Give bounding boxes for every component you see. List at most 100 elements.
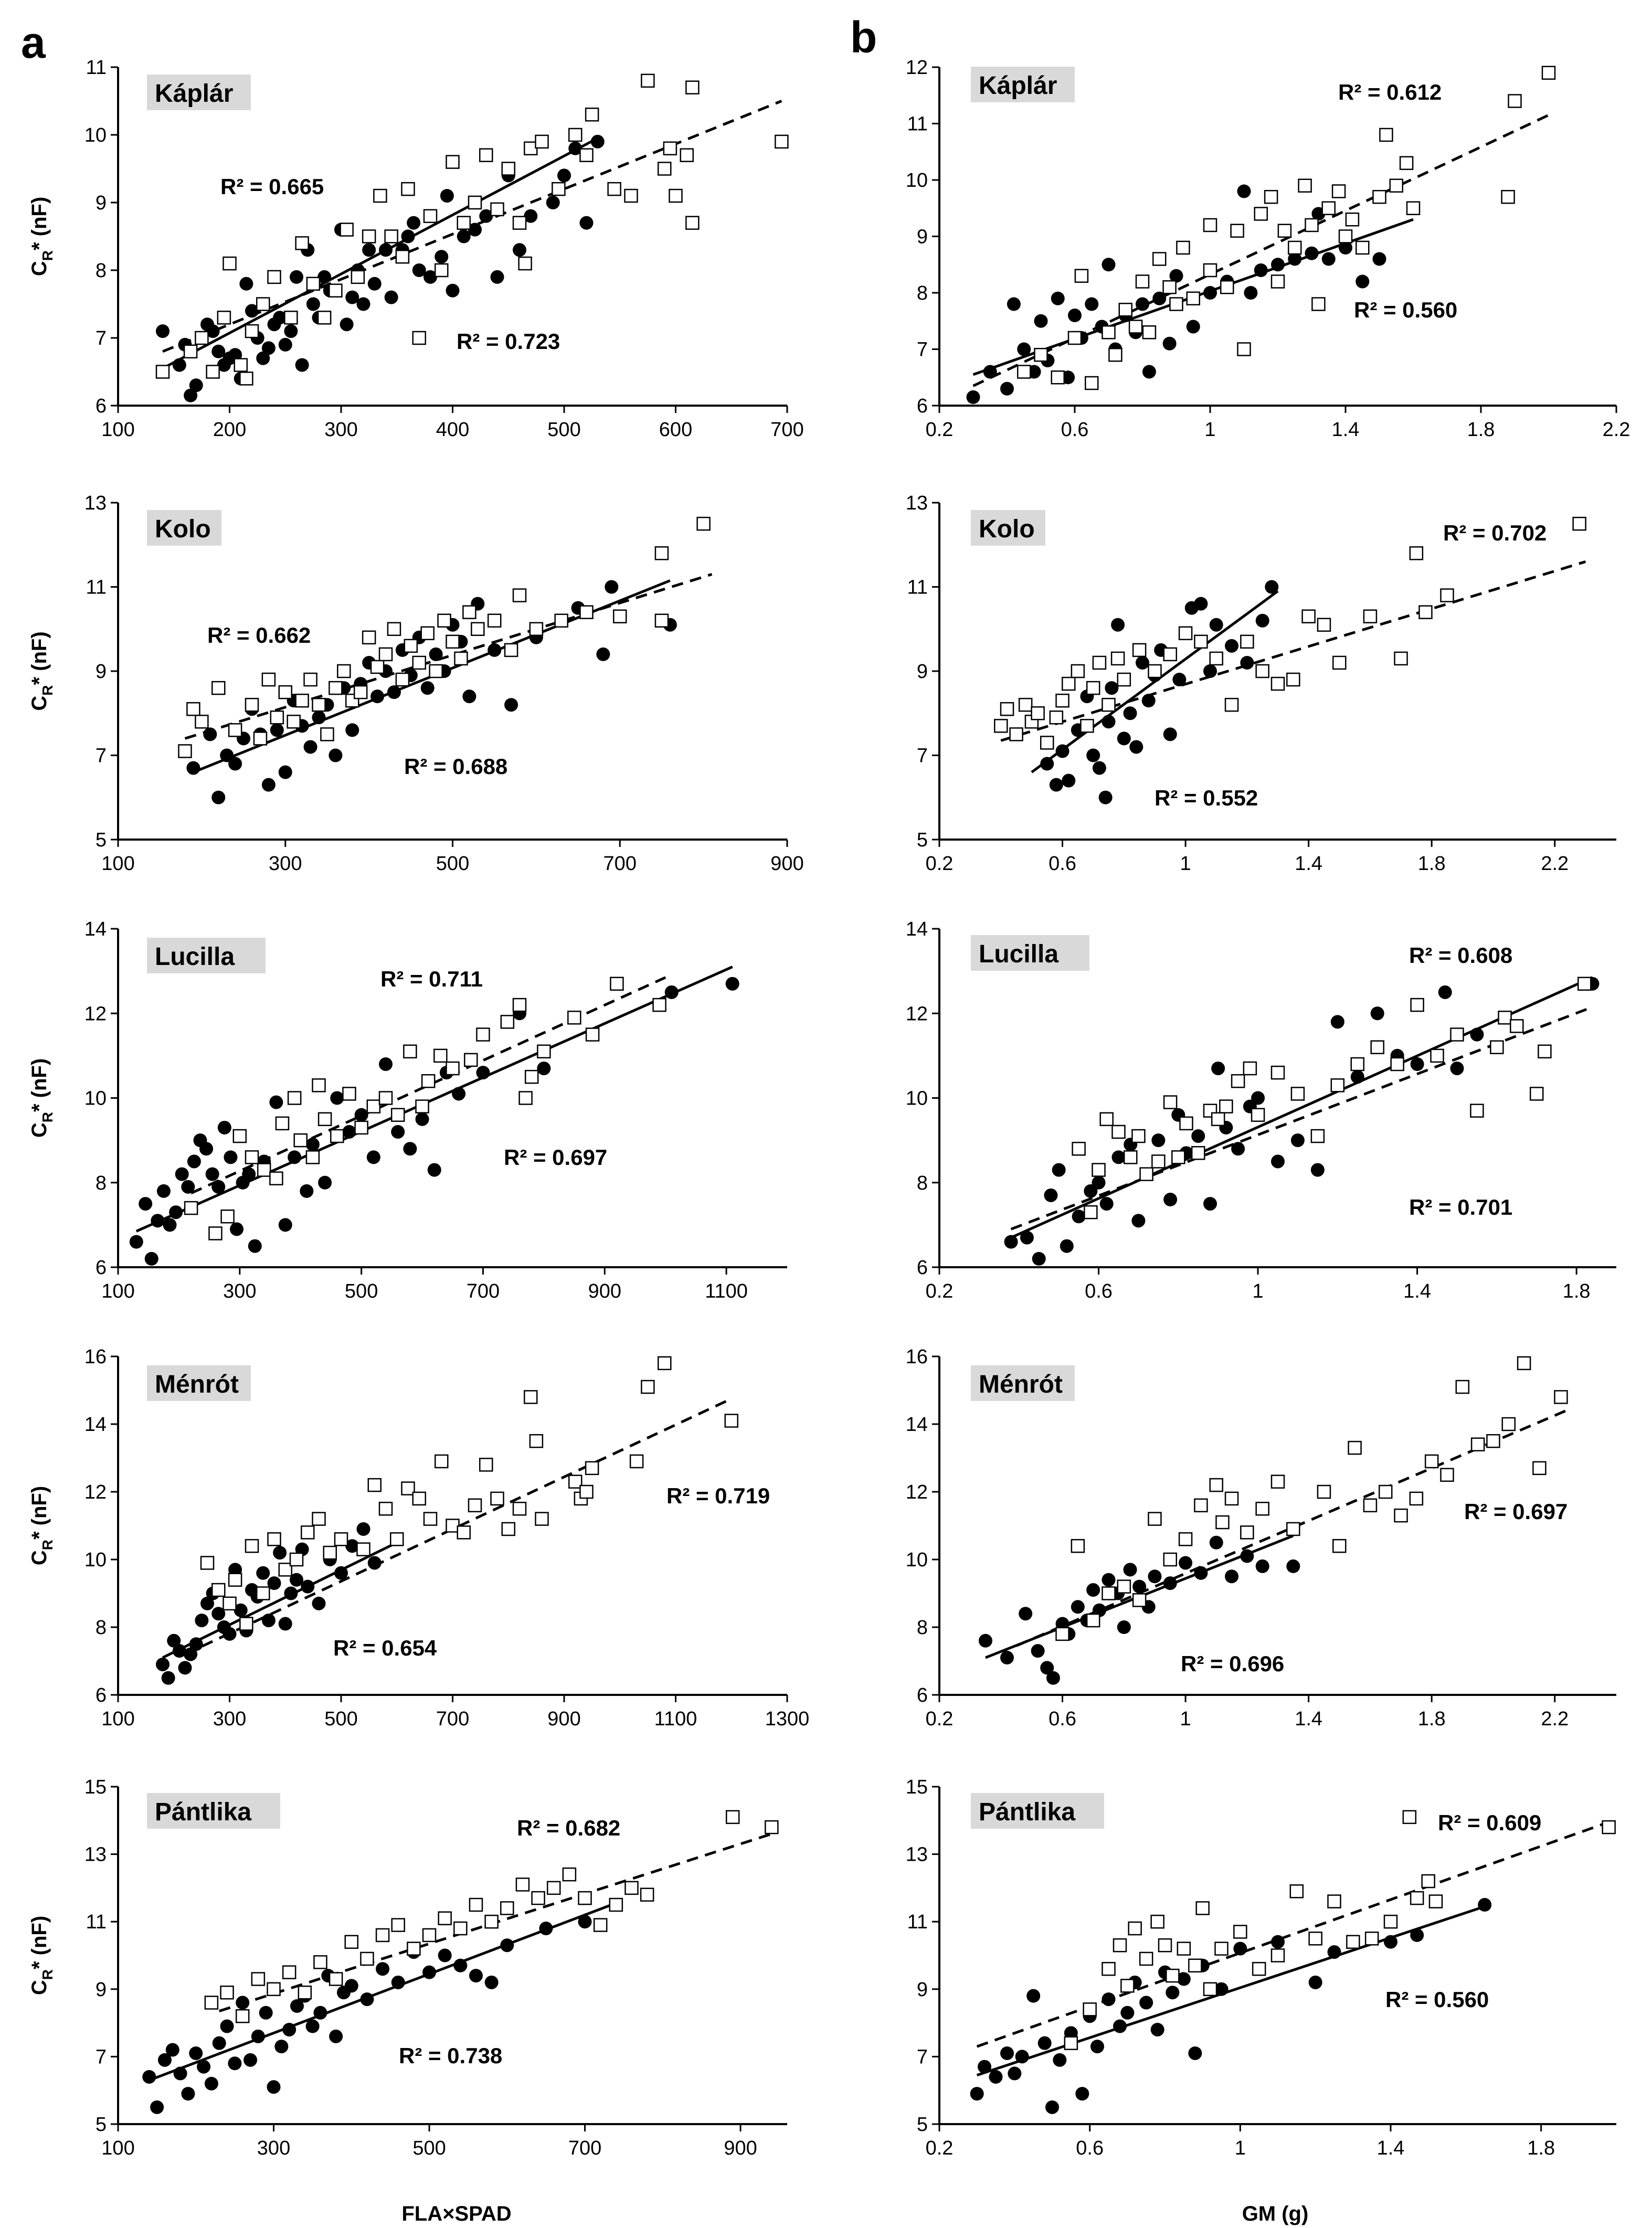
fit-line-open	[184, 1397, 732, 1656]
data-point-filled	[500, 1938, 514, 1953]
data-point-filled	[1271, 1154, 1285, 1169]
data-point-filled	[1015, 2050, 1029, 2064]
data-point-open	[1123, 1150, 1138, 1164]
data-point-open	[435, 263, 449, 278]
data-point-filled	[329, 2029, 343, 2043]
data-point-filled	[317, 270, 332, 284]
data-point-open	[640, 1887, 654, 1902]
x-tick-label: 700	[467, 1280, 500, 1302]
data-point-open	[1203, 1982, 1217, 1997]
y-tick-label: 15	[906, 1776, 928, 1798]
data-point-filled	[429, 647, 443, 661]
data-point-filled	[186, 761, 200, 775]
data-point-filled	[211, 790, 226, 804]
data-point-filled	[178, 1661, 192, 1675]
data-point-filled	[251, 2029, 265, 2043]
data-point-filled	[970, 2087, 984, 2101]
x-tick-label: 300	[269, 853, 302, 875]
data-point-filled	[1000, 1651, 1014, 1665]
data-point-open	[267, 270, 281, 284]
data-point-filled	[248, 1239, 262, 1253]
y-tick-label: 9	[96, 661, 107, 683]
x-tick-label: 100	[101, 419, 134, 441]
r2-label: R² = 0.560	[1354, 298, 1457, 322]
fit-line-filled	[1010, 976, 1593, 1239]
data-point-filled	[205, 1167, 219, 1181]
data-point-filled	[1169, 269, 1183, 283]
data-point-filled	[367, 1556, 382, 1570]
y-tick-label: 14	[84, 918, 107, 940]
data-point-open	[375, 1928, 390, 1943]
data-point-filled	[1203, 286, 1217, 300]
data-point-open	[1298, 178, 1312, 193]
data-point-open	[1286, 1522, 1300, 1536]
data-point-open	[654, 546, 669, 560]
data-point-open	[239, 1617, 253, 1631]
data-point-open	[1252, 1961, 1266, 1976]
data-point-filled	[1384, 1935, 1397, 1949]
data-point-filled	[1000, 381, 1014, 396]
data-point-filled	[479, 209, 493, 223]
x-tick-label: 1	[1180, 1708, 1191, 1730]
data-point-open	[1577, 977, 1592, 991]
data-point-filled	[1194, 597, 1208, 611]
data-point-open	[1224, 697, 1239, 712]
data-point-open	[378, 1091, 393, 1105]
data-point-filled	[1049, 778, 1063, 792]
x-tick-label: 500	[436, 853, 469, 875]
data-point-open	[395, 672, 410, 687]
r2-label: R² = 0.697	[1464, 1499, 1568, 1524]
x-tick-label: 1100	[654, 1708, 697, 1730]
fit-line-open	[976, 1821, 1609, 2048]
data-point-open	[1080, 719, 1094, 733]
data-point-open	[1402, 1810, 1417, 1824]
cultivar-label: Lucilla	[979, 940, 1058, 968]
data-point-open	[1440, 588, 1454, 602]
data-point-filled	[568, 141, 583, 155]
data-point-open	[500, 1015, 515, 1029]
data-point-filled	[312, 1596, 326, 1610]
data-point-open	[446, 155, 460, 169]
x-tick-label: 0.2	[926, 853, 954, 875]
data-point-filled	[403, 1142, 417, 1156]
data-point-open	[344, 1935, 359, 1949]
data-point-filled	[1191, 1129, 1205, 1143]
cultivar-label-box	[147, 938, 266, 973]
y-tick-label: 9	[917, 661, 928, 683]
data-point-open	[1071, 1539, 1085, 1553]
fit-line-open	[184, 573, 713, 740]
data-point-filled	[1068, 309, 1082, 322]
data-point-open	[1195, 1901, 1210, 1915]
data-point-filled	[1254, 263, 1268, 277]
data-point-filled	[1060, 1239, 1074, 1253]
cultivar-label: Káplár	[155, 80, 233, 108]
data-point-open	[1215, 1515, 1230, 1530]
data-point-open	[1270, 1948, 1285, 1962]
plot-9: 5 7 9 11 13 15 100 300 500 700 900 CR* (nF) Pántlika…	[28, 1776, 787, 2159]
plot-6: 6 8 10 12 14 0.2 0.6 1 1.4 1.8 Lucilla R² = 0.701 R²…	[906, 918, 1616, 1302]
data-point-filled	[504, 698, 518, 712]
data-point-open	[178, 744, 192, 758]
data-point-filled	[379, 243, 393, 257]
data-point-open	[1009, 727, 1023, 741]
data-point-filled	[129, 1235, 143, 1249]
data-point-open	[1270, 274, 1285, 289]
data-point-open	[1383, 1914, 1398, 1929]
data-point-filled	[1211, 1062, 1225, 1076]
data-point-open	[287, 1091, 302, 1105]
data-point-open	[1305, 218, 1319, 232]
y-tick-label: 10	[84, 1088, 107, 1110]
data-point-filled	[1339, 241, 1352, 254]
data-point-filled	[224, 1150, 238, 1164]
data-point-open	[512, 1502, 527, 1516]
data-point-filled	[387, 685, 401, 699]
data-point-open	[1290, 1087, 1305, 1101]
data-point-filled	[234, 1603, 248, 1617]
data-point-filled	[578, 1915, 592, 1929]
data-point-open	[1191, 1146, 1205, 1160]
data-point-filled	[1000, 2046, 1014, 2060]
data-point-open	[654, 613, 669, 628]
data-point-open	[680, 148, 694, 162]
data-point-filled	[1255, 1559, 1269, 1573]
data-point-open	[1363, 1498, 1378, 1513]
